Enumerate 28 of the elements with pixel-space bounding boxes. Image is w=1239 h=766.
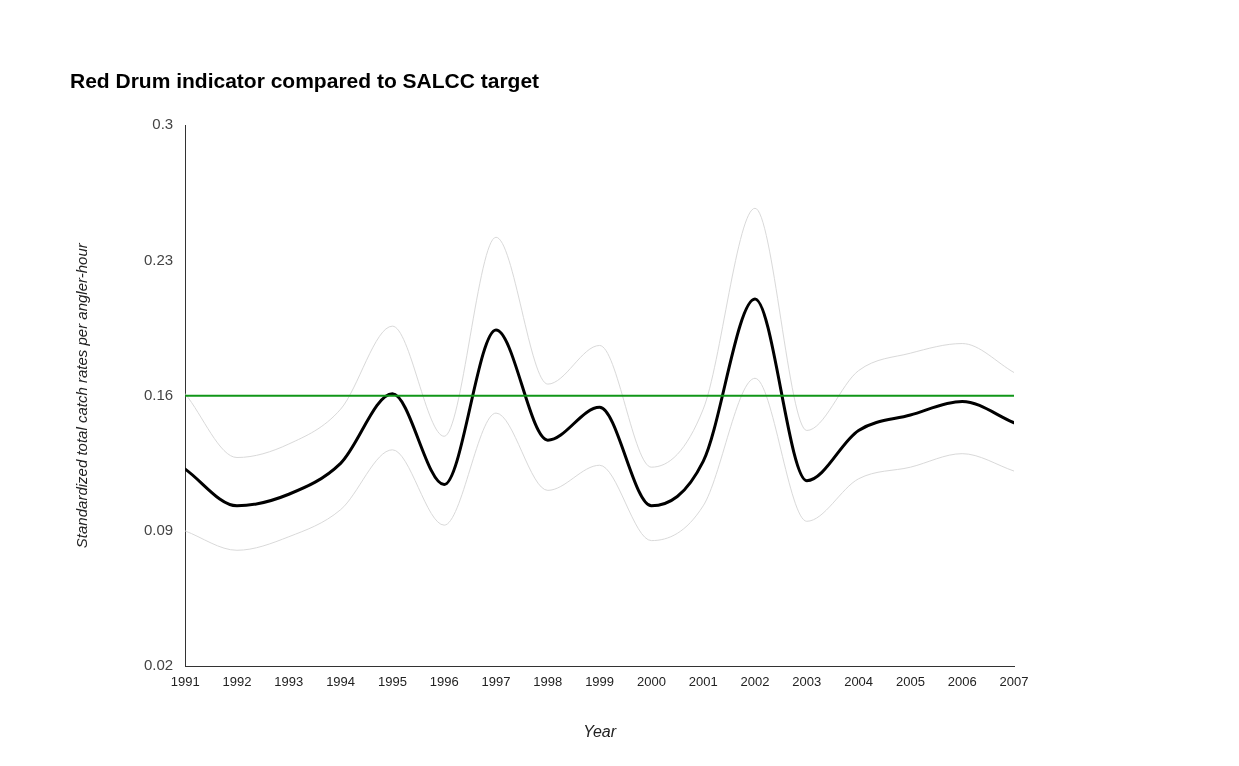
x-tick-label: 2003: [792, 673, 822, 689]
y-tick-label: 0.09: [143, 521, 174, 539]
x-tick-label: 1999: [585, 673, 615, 689]
x-tick-label: 1994: [326, 673, 356, 689]
x-tick-label: 2005: [895, 673, 925, 689]
x-tick-label: 2002: [740, 673, 770, 689]
chart-title: Red Drum indicator compared to SALCC target: [70, 69, 540, 93]
x-tick-label: 1993: [274, 673, 304, 689]
y-tick-label: 0.02: [143, 656, 174, 674]
x-tick-label: 2006: [947, 673, 977, 689]
x-tick-label: 2001: [688, 673, 718, 689]
y-axis-title: Standardized total catch rates per angler-hour: [73, 242, 91, 549]
x-tick-label: 1998: [533, 673, 563, 689]
x-tick-label: 1996: [429, 673, 459, 689]
x-tick-label: 2004: [844, 673, 874, 689]
line-series: [185, 207, 1014, 468]
line-series: [185, 297, 1014, 508]
y-tick-label: 0.3: [152, 115, 174, 133]
x-tick-label: 1997: [481, 673, 511, 689]
x-tick-label: 1991: [170, 673, 200, 689]
y-tick-label: 0.23: [143, 250, 174, 268]
x-tick-label: 2000: [636, 673, 666, 689]
line-series: [185, 377, 1014, 551]
x-tick-label: 2007: [999, 673, 1029, 689]
x-tick-label: 1992: [222, 673, 252, 689]
x-tick-label: 1995: [377, 673, 407, 689]
x-axis-title: Year: [583, 722, 617, 740]
y-tick-label: 0.16: [143, 385, 174, 403]
